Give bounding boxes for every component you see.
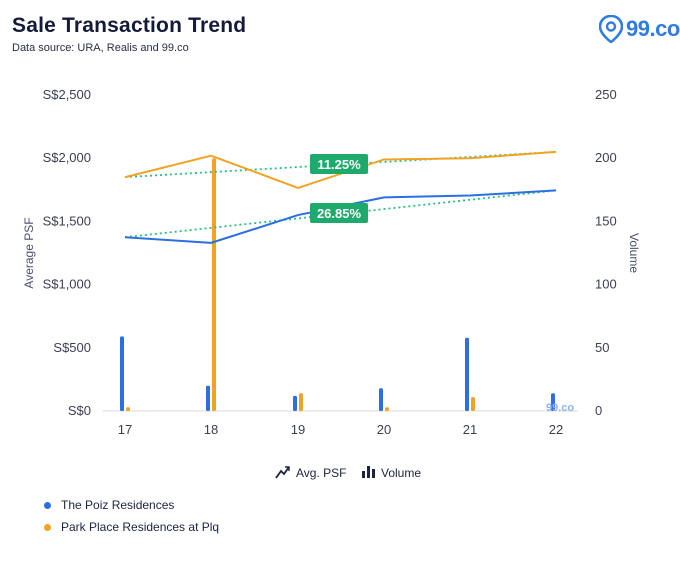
series-color-dot (44, 523, 51, 531)
x-tick-label: 18 (204, 422, 218, 437)
y-left-tick-label: S$2,500 (43, 87, 91, 102)
x-tick-label: 17 (118, 422, 132, 437)
series-legend-label: Park Place Residences at Plq (61, 520, 220, 534)
y-left-tick-label: S$0 (68, 403, 91, 418)
volume-bar (379, 388, 383, 411)
brand-logo: 99.co (599, 14, 680, 44)
legend-label-volume: Volume (381, 466, 421, 480)
y-right-tick-label: 200 (595, 150, 617, 165)
bar-chart-icon (362, 471, 365, 478)
x-tick-label: 21 (463, 422, 477, 437)
legend-label-avg-psf: Avg. PSF (296, 466, 346, 480)
line-chart-icon-arrow (285, 466, 290, 471)
series-color-dot (44, 501, 51, 509)
volume-bar (385, 407, 389, 411)
line-chart-icon (275, 466, 290, 479)
volume-bar (206, 385, 210, 411)
y-right-tick-label: 250 (595, 87, 617, 102)
bar-chart-icon (372, 469, 375, 478)
series-legend-parkplace[interactable]: Park Place Residences at Plq (44, 520, 219, 534)
x-tick-label: 19 (291, 422, 305, 437)
volume-bar (126, 407, 130, 411)
y-left-tick-label: S$1,500 (43, 213, 91, 228)
y-left-tick-label: S$500 (53, 340, 91, 355)
location-pin-icon (599, 15, 623, 43)
series-legend-poiz[interactable]: The Poiz Residences (44, 498, 174, 512)
y-right-tick-label: 50 (595, 340, 609, 355)
volume-bar (212, 158, 216, 411)
y-right-tick-label: 0 (595, 403, 602, 418)
series-legend-label: The Poiz Residences (61, 498, 175, 512)
logo-text: 99.co (626, 16, 680, 41)
volume-bar (465, 337, 469, 411)
data-source-note: Data source: URA, Realis and 99.co (12, 42, 189, 54)
x-tick-label: 22 (549, 422, 563, 437)
y-right-tick-label: 100 (595, 277, 617, 292)
watermark: 99.co (546, 402, 574, 414)
volume-bar (471, 397, 475, 411)
trend-label-box (310, 203, 368, 223)
bar-chart-icon (367, 466, 370, 478)
y-right-tick-label: 150 (595, 213, 617, 228)
y-right-axis-label: Volume (627, 233, 641, 273)
y-left-tick-label: S$2,000 (43, 150, 91, 165)
volume-bar (293, 395, 297, 411)
trend-label: 11.25% (317, 157, 361, 172)
trend-label-box (310, 154, 368, 174)
y-left-tick-label: S$1,000 (43, 277, 91, 292)
x-tick-label: 20 (377, 422, 391, 437)
chart-title: Sale Transaction Trend (12, 14, 247, 37)
volume-bar (551, 393, 555, 411)
volume-bar (120, 336, 124, 411)
y-left-axis-label: Average PSF (22, 217, 36, 288)
trend-label: 26.85% (317, 206, 362, 221)
volume-bar (299, 393, 303, 411)
